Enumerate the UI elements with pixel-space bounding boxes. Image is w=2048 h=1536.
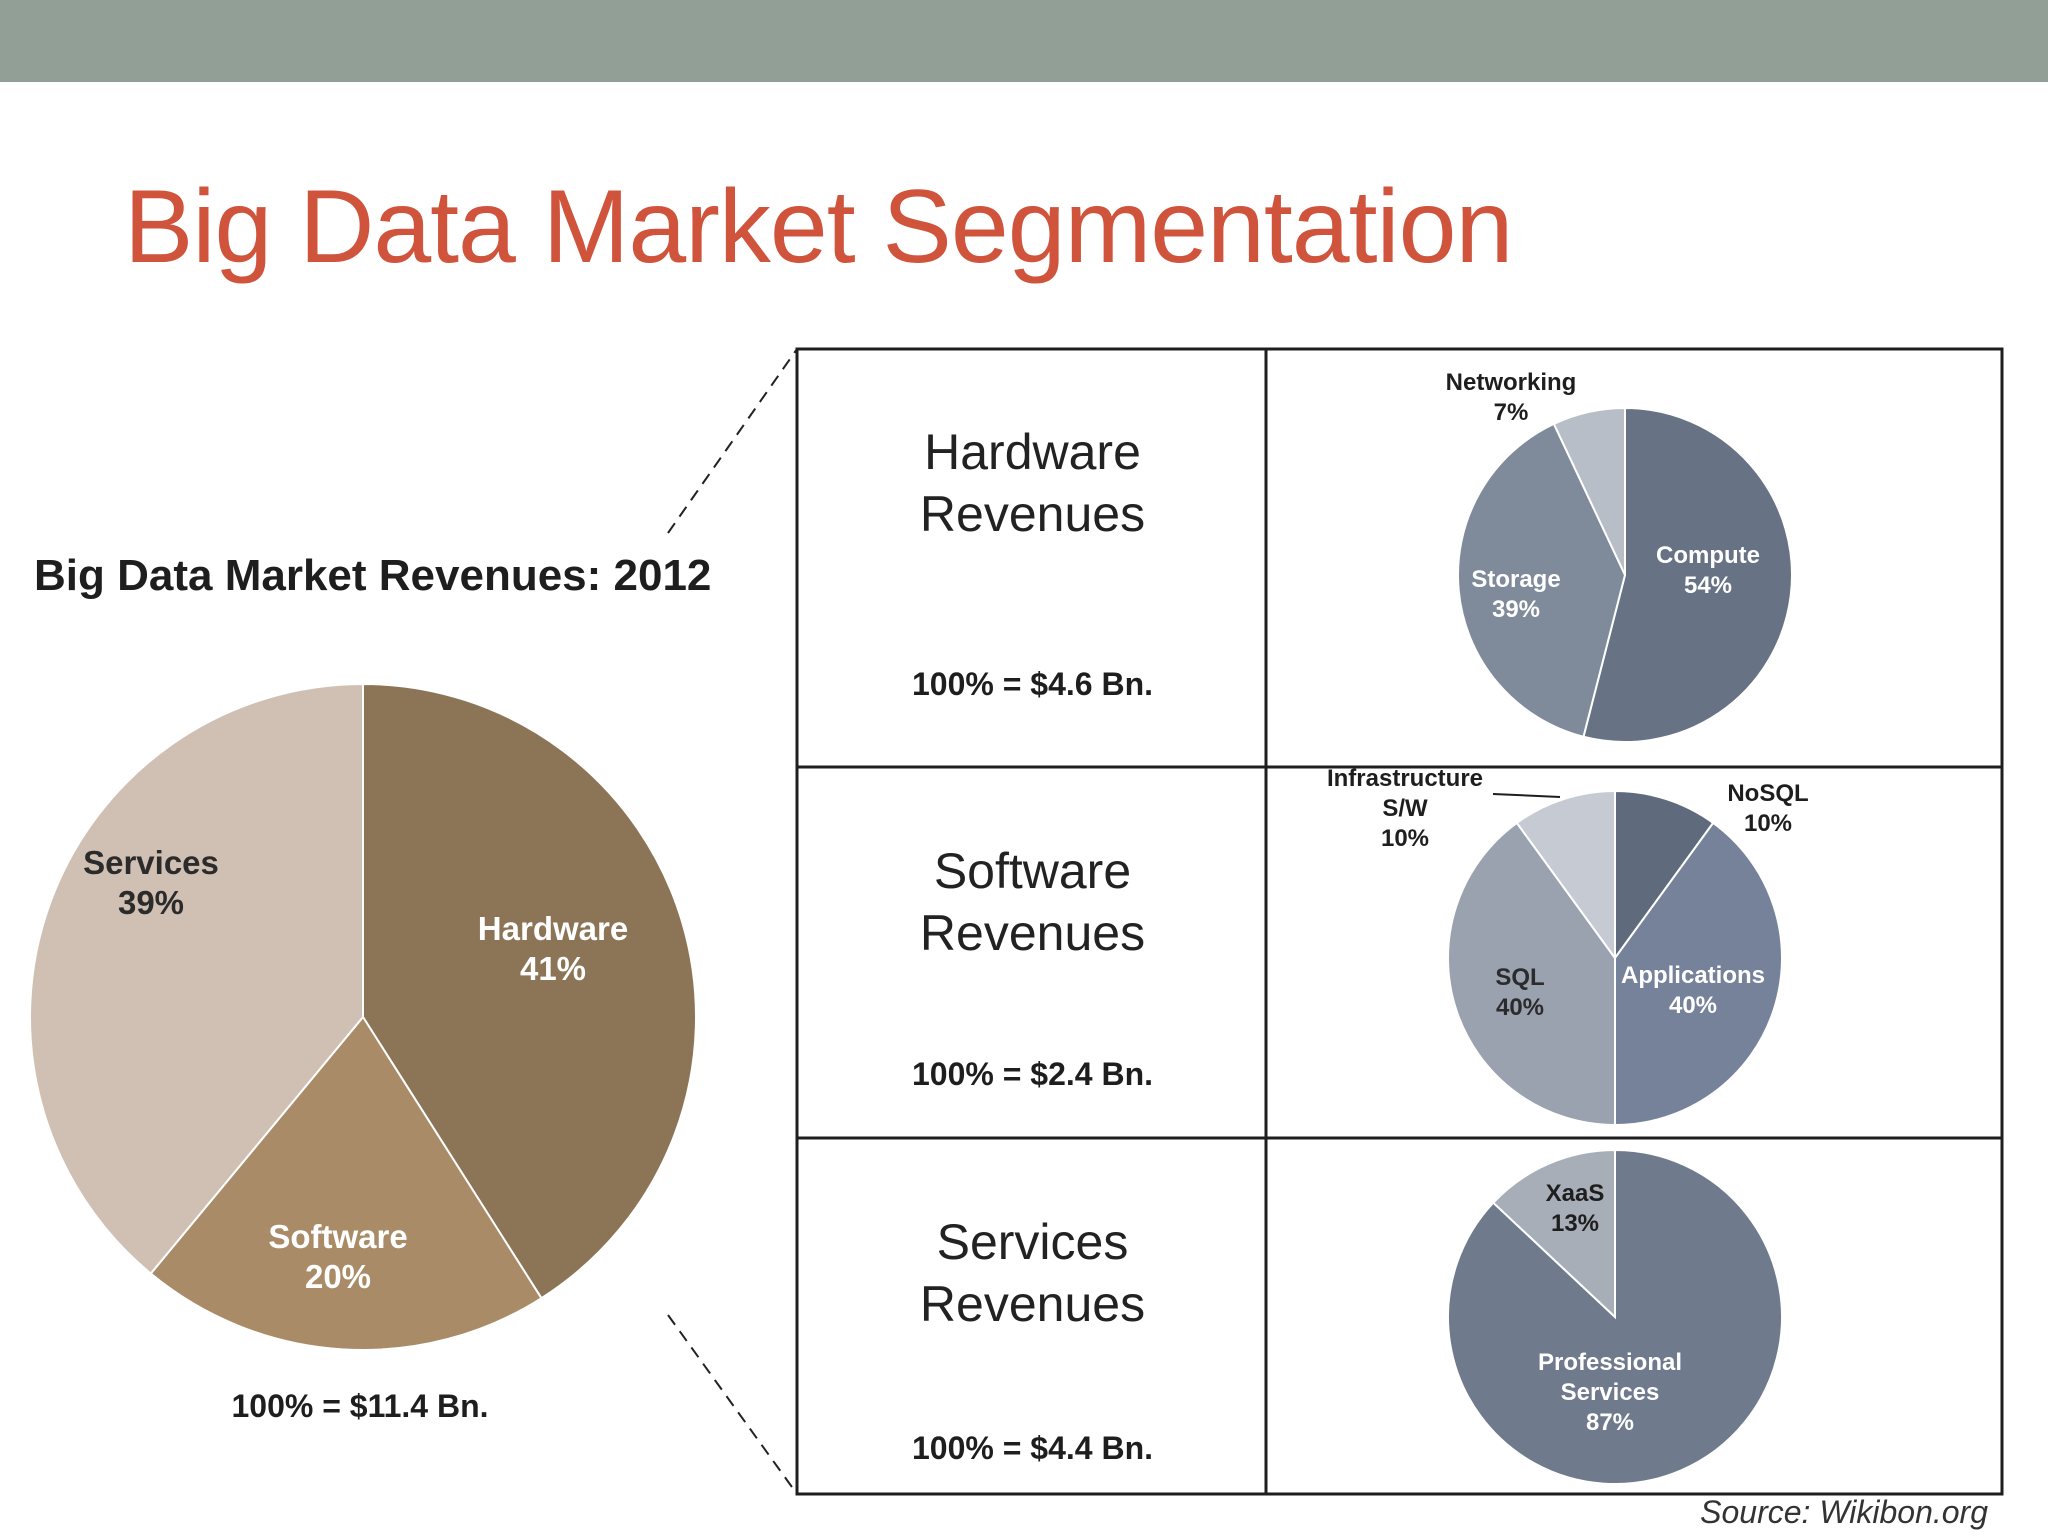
hardware-revenues-title: Hardware Revenues — [800, 421, 1265, 545]
label-nosql: NoSQL 10% — [1727, 780, 1808, 837]
label-software: Software 20% — [268, 1218, 407, 1295]
slice-compute — [1582, 406, 1793, 743]
software-revenues-total: 100% = $2.4 Bn. — [911, 1056, 1154, 1092]
pie-software: NoSQL 10% Applications 40% SQL 40% Infrastruct… — [1327, 765, 1809, 1127]
hardware-revenues-total: 100% = $4.6 Bn. — [911, 666, 1154, 702]
row-title-line: Services — [936, 1214, 1129, 1270]
slice-networking — [1552, 406, 1626, 576]
connector-line-bottom — [667, 1314, 798, 1495]
row-title-line: Software — [933, 843, 1132, 899]
slice-infrastructure-s-w — [1515, 789, 1616, 962]
label-applications: Applications 40% — [1621, 962, 1765, 1019]
slide-title: Big Data Market Segmentation — [124, 169, 1513, 285]
slice-xaas — [1491, 1148, 1616, 1320]
label-professional-services: Professional Services 87% — [1538, 1349, 1682, 1436]
source-note: Source: Wikibon.org — [1700, 1494, 1988, 1530]
slice-services — [29, 682, 364, 1275]
slice-software — [149, 1015, 543, 1351]
pie-main: Hardware 41% Software 20% Services 39% — [29, 682, 697, 1351]
leader-line — [1492, 793, 1561, 798]
row-title-line: Revenues — [919, 905, 1146, 961]
breakdown-table-grid — [795, 347, 2004, 1496]
label-services: Services 39% — [83, 844, 219, 921]
label-storage: Storage 39% — [1471, 566, 1560, 623]
connector-line-top — [667, 348, 798, 534]
software-revenues-title: Software Revenues — [800, 840, 1265, 964]
main-chart-title: Big Data Market Revenues: 2012 — [34, 551, 712, 600]
row-title-line: Revenues — [919, 1276, 1146, 1332]
slice-sql — [1447, 821, 1616, 1127]
pie-hardware: Compute 54% Storage 39% Networking 7% — [1446, 369, 1793, 743]
label-sql: SQL 40% — [1495, 964, 1544, 1021]
label-compute: Compute 54% — [1656, 542, 1760, 599]
label-networking: Networking 7% — [1446, 369, 1577, 426]
slice-storage — [1456, 422, 1627, 738]
top-bar — [0, 0, 2048, 82]
row-title-line: Hardware — [924, 424, 1141, 480]
label-xaas: XaaS 13% — [1546, 1180, 1605, 1237]
services-revenues-title: Services Revenues — [800, 1211, 1265, 1335]
services-revenues-total: 100% = $4.4 Bn. — [911, 1430, 1154, 1466]
row-title-line: Revenues — [919, 486, 1146, 542]
slice-hardware — [362, 682, 697, 1300]
label-infrastructure-s-w: Infrastructure S/W 10% — [1327, 765, 1483, 852]
slice-applications — [1614, 821, 1783, 1127]
pie-services: Professional Services 87% XaaS 13% — [1447, 1148, 1783, 1485]
label-hardware: Hardware 41% — [478, 910, 628, 987]
slice-nosql — [1614, 789, 1715, 962]
main-chart-total: 100% = $11.4 Bn. — [231, 1388, 489, 1424]
